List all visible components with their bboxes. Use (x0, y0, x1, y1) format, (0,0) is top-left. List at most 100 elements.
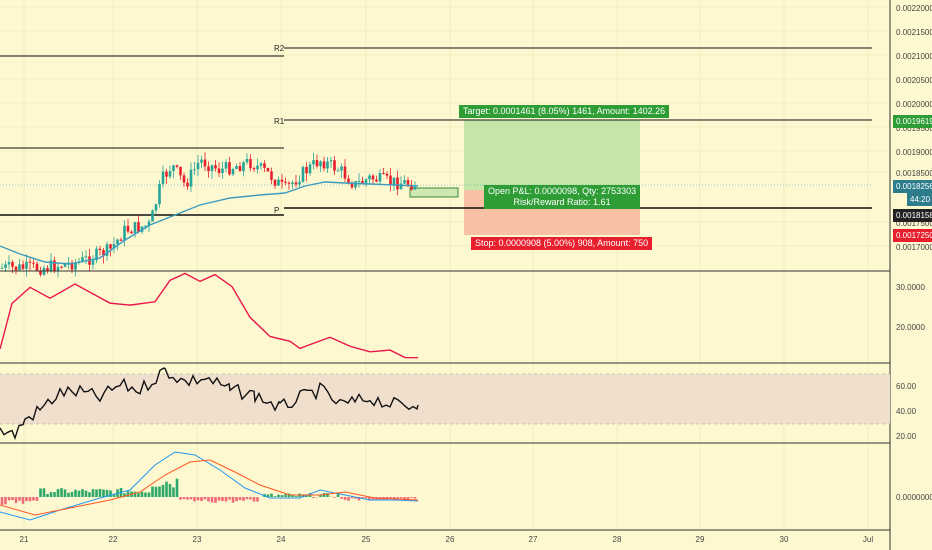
candle-body[interactable] (116, 239, 119, 245)
candle-body[interactable] (329, 160, 333, 162)
stop-price-tag[interactable]: 0.0017250 (893, 229, 932, 242)
candle-body[interactable] (39, 270, 42, 275)
candle-body[interactable] (357, 180, 361, 182)
open-pnl-label[interactable]: Open P&L: 0.0000098, Qty: 2753303 Risk/R… (484, 185, 641, 209)
candle-body[interactable] (396, 177, 399, 190)
candle-body[interactable] (238, 165, 242, 172)
macd-histogram[interactable] (0, 478, 417, 505)
candle-body[interactable] (207, 166, 210, 172)
candle-body[interactable] (399, 183, 403, 190)
macd-line[interactable] (0, 451, 419, 521)
candle-body[interactable] (203, 159, 207, 167)
candle-body[interactable] (382, 173, 385, 175)
candle-body[interactable] (403, 180, 406, 184)
candle-body[interactable] (179, 166, 182, 176)
candle-body[interactable] (326, 161, 329, 169)
candle-body[interactable] (378, 173, 382, 182)
candle-body[interactable] (231, 169, 235, 175)
candle-body[interactable] (361, 180, 364, 184)
candle-body[interactable] (343, 166, 347, 179)
candle-body[interactable] (294, 182, 298, 185)
candle-body[interactable] (245, 159, 249, 163)
candle-body[interactable] (392, 177, 396, 185)
candle-body[interactable] (249, 159, 252, 169)
candle-body[interactable] (67, 262, 70, 264)
candle-body[interactable] (95, 248, 98, 261)
current-price-tag[interactable]: 0.0018256 (893, 180, 932, 193)
candle-body[interactable] (49, 260, 53, 271)
candle-body[interactable] (21, 264, 25, 269)
candle-body[interactable] (11, 262, 14, 267)
candle-body[interactable] (102, 250, 105, 256)
candle-body[interactable] (256, 165, 259, 170)
entry-price-tag[interactable]: 0.0018158 (893, 209, 932, 222)
candle-body[interactable] (154, 204, 158, 211)
candle-body[interactable] (109, 244, 112, 249)
candle-body[interactable] (347, 178, 350, 184)
candle-body[interactable] (336, 170, 340, 172)
candle-body[interactable] (301, 166, 305, 182)
candle-body[interactable] (84, 256, 88, 258)
candle-body[interactable] (389, 175, 392, 185)
candle-body[interactable] (60, 266, 63, 268)
candle-body[interactable] (53, 260, 56, 272)
candle-body[interactable] (266, 167, 270, 172)
candle-body[interactable] (252, 168, 256, 170)
target-price-tag[interactable]: 0.0019619 (893, 115, 932, 128)
candle-body[interactable] (18, 264, 21, 271)
candle-body[interactable] (98, 248, 102, 251)
candle-body[interactable] (56, 266, 60, 272)
candle-body[interactable] (210, 165, 214, 172)
macd-axis[interactable]: 0.0000000 (896, 493, 932, 502)
candle-body[interactable] (235, 165, 238, 170)
candle-body[interactable] (63, 263, 67, 267)
candlestick-series[interactable] (0, 152, 417, 278)
candle-body[interactable] (224, 162, 228, 169)
price-axis[interactable]: 0.0022000 0.0021500 0.0021000 0.0020500 … (896, 4, 932, 252)
candle-body[interactable] (28, 261, 32, 263)
candle-body[interactable] (385, 173, 389, 176)
candle-body[interactable] (182, 175, 186, 183)
moving-average-line[interactable] (0, 181, 419, 265)
candle-body[interactable] (371, 175, 375, 180)
stop-label[interactable]: Stop: 0.0000908 (5.00%) 908, Amount: 750 (471, 237, 653, 250)
candle-body[interactable] (105, 244, 109, 256)
candle-body[interactable] (193, 169, 196, 171)
candle-body[interactable] (147, 221, 151, 226)
candle-body[interactable] (7, 262, 11, 265)
candle-body[interactable] (368, 175, 371, 180)
candle-body[interactable] (315, 160, 319, 167)
candle-body[interactable] (4, 264, 7, 268)
time-axis[interactable]: 21 22 23 24 25 26 27 28 29 30 Jul (20, 535, 874, 544)
candle-body[interactable] (0, 267, 4, 269)
candle-body[interactable] (291, 182, 294, 184)
candle-body[interactable] (158, 183, 161, 205)
candle-body[interactable] (217, 168, 221, 174)
candle-body[interactable] (284, 181, 287, 183)
candle-body[interactable] (130, 231, 133, 234)
candle-body[interactable] (270, 171, 273, 180)
rsi-indicator-line[interactable] (0, 367, 419, 441)
candle-body[interactable] (263, 163, 266, 168)
candle-body[interactable] (144, 225, 147, 227)
candle-body[interactable] (200, 159, 203, 163)
candle-body[interactable] (413, 186, 417, 190)
candle-body[interactable] (410, 184, 413, 190)
candle-body[interactable] (175, 165, 179, 167)
candle-body[interactable] (259, 163, 263, 166)
candle-body[interactable] (242, 162, 245, 172)
target-label[interactable]: Target: 0.0001461 (8.05%) 1461, Amount: … (459, 105, 670, 118)
candle-body[interactable] (32, 262, 35, 264)
rsi-axis[interactable]: 60.00 40.00 20.00 (896, 382, 917, 441)
candle-body[interactable] (161, 171, 165, 184)
macd-signal-line[interactable] (0, 459, 419, 516)
candle-body[interactable] (81, 257, 84, 262)
adx-axis[interactable]: 30.0000 20.0000 (896, 283, 925, 332)
candle-body[interactable] (214, 165, 217, 169)
candle-body[interactable] (74, 262, 77, 270)
candle-body[interactable] (298, 181, 301, 185)
candle-body[interactable] (287, 182, 291, 184)
candle-body[interactable] (35, 263, 39, 271)
candle-body[interactable] (46, 268, 49, 271)
